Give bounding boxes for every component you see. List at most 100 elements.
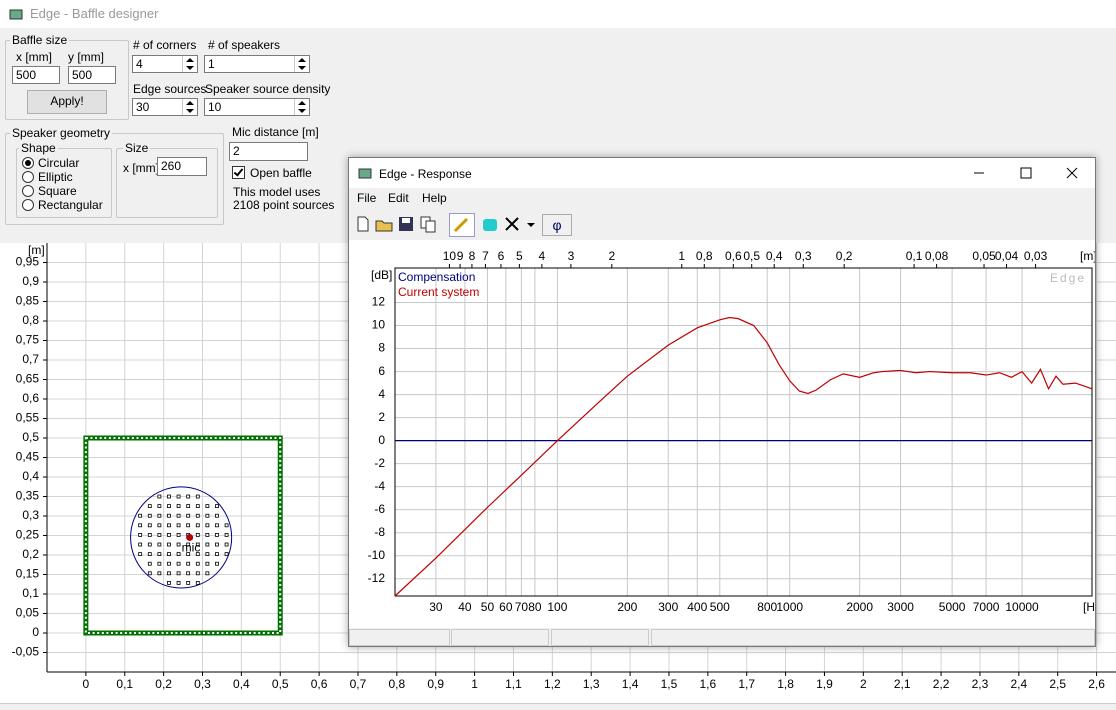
point-source [167, 561, 171, 566]
top-tick-label: 9 [457, 249, 464, 263]
radio-button[interactable] [22, 199, 34, 211]
point-source [186, 504, 191, 509]
top-tick-label: 4 [539, 249, 546, 263]
x-tick-label: 2,5 [1049, 677, 1066, 691]
point-source [147, 523, 152, 528]
group-label: Size [123, 141, 151, 155]
point-source [147, 552, 152, 557]
window-title: Edge - Response [379, 167, 472, 181]
group-box [5, 133, 224, 225]
x-tick-label: 200 [617, 600, 637, 614]
point-source [195, 494, 200, 499]
point-source [215, 561, 219, 566]
x-tick-label: 0,4 [233, 677, 250, 691]
x-tick-label: 0,6 [311, 677, 328, 691]
spin-arrows[interactable] [182, 56, 197, 72]
dropdown-button[interactable] [524, 214, 538, 234]
x-tick-label: 1,4 [622, 677, 639, 691]
save-button[interactable] [396, 214, 416, 234]
y-tick-label: 0,3 [22, 508, 39, 522]
top-tick-label: 5 [516, 249, 523, 263]
menu-item[interactable]: File [357, 191, 377, 205]
apply-button[interactable]: Apply! [27, 90, 107, 114]
spin-arrows[interactable] [294, 56, 309, 72]
check-mark [233, 166, 244, 177]
point-source [157, 552, 162, 557]
y-tick-label: -12 [368, 571, 386, 585]
new-button[interactable] [353, 214, 373, 234]
spin-input[interactable]: 1 [204, 55, 310, 73]
group-box [16, 148, 112, 218]
spin-input[interactable]: 30 [132, 98, 198, 116]
top-tick-label: 10 [443, 249, 457, 263]
text-input[interactable]: 260 [157, 157, 207, 176]
group-label: Baffle size [10, 33, 70, 47]
menu-item[interactable]: Help [422, 191, 447, 205]
point-source [224, 533, 229, 537]
point-source [215, 542, 219, 547]
radio-button[interactable] [22, 171, 34, 183]
text-input[interactable]: 2 [229, 142, 308, 161]
text-input[interactable]: 500 [12, 66, 60, 84]
window-controls [974, 167, 1078, 179]
x-tick-label: 0,2 [155, 677, 172, 691]
x-tick-label: 1,6 [699, 677, 716, 691]
point-source [224, 552, 229, 557]
copy-button[interactable] [418, 214, 438, 234]
y-tick-label: 0 [32, 625, 39, 639]
x-tick-label: 1,9 [816, 677, 833, 691]
point-source [176, 533, 181, 537]
label: x [mm] [16, 50, 52, 64]
y-tick-label: 0,2 [22, 547, 39, 561]
top-tick-label: 0,2 [836, 249, 853, 263]
point-source [215, 504, 219, 509]
close-button[interactable] [1066, 167, 1078, 179]
info-text: 2108 point sources [233, 198, 335, 212]
radio-button[interactable] [22, 157, 34, 169]
y-tick-label: -2 [374, 456, 385, 470]
point-source [167, 513, 171, 518]
point-source [176, 542, 181, 547]
top-tick-label: 0,08 [925, 249, 949, 263]
text-input[interactable]: 500 [68, 66, 116, 84]
plot-frame [394, 267, 1093, 597]
y-tick-label: 0 [378, 433, 385, 447]
x-tick-label: 1,1 [505, 677, 522, 691]
spin-arrows[interactable] [182, 99, 197, 115]
open-button[interactable] [374, 214, 394, 234]
status-pane [551, 629, 649, 646]
value: 1 [208, 57, 215, 71]
x-tick-label: 0,5 [272, 677, 289, 691]
x-tick-label: 400 [687, 600, 707, 614]
y-tick-label: -8 [374, 525, 385, 539]
point-source [195, 523, 200, 528]
x-tick-label: 1,8 [777, 677, 794, 691]
x-axis-unit: [Hz] [1083, 600, 1095, 614]
spin-input[interactable]: 4 [132, 55, 198, 73]
edit-button[interactable] [449, 213, 475, 237]
menu-item[interactable]: Edit [388, 191, 409, 205]
spin-input[interactable]: 10 [204, 98, 310, 116]
point-source [186, 581, 191, 585]
y-tick-label: 0,15 [16, 567, 40, 581]
y-tick-label: 10 [372, 318, 386, 332]
checkbox[interactable] [232, 166, 245, 179]
spin-arrows[interactable] [294, 99, 309, 115]
point-source [195, 533, 200, 537]
point-source [186, 542, 191, 547]
speaker-button[interactable] [480, 214, 500, 234]
x-tick-label: 1,2 [544, 677, 561, 691]
radio-button[interactable] [22, 185, 34, 197]
x-tick-label: 70 [515, 600, 529, 614]
point-source [147, 561, 152, 566]
maximize-button[interactable] [1020, 167, 1032, 179]
point-source [186, 513, 191, 518]
point-source [195, 513, 200, 518]
point-source [167, 552, 171, 557]
x-tick-label: 1,5 [661, 677, 678, 691]
x-tick-label: 2,6 [1088, 677, 1105, 691]
y-tick-label: -0,05 [12, 645, 40, 659]
delete-button[interactable] [502, 214, 522, 234]
phase-button[interactable]: φ [542, 214, 572, 236]
